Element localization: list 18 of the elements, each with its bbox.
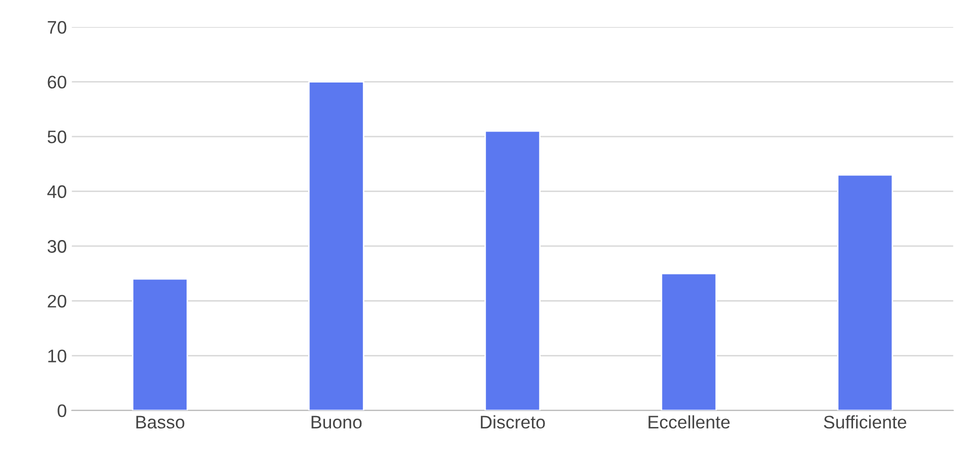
y-tick-label: 70 xyxy=(48,20,66,34)
x-tick-label: Discreto xyxy=(480,415,545,429)
bar xyxy=(837,174,894,410)
y-tick-label: 10 xyxy=(48,350,66,362)
x-tick-label: Buono xyxy=(312,416,362,429)
bar xyxy=(484,130,541,410)
bar xyxy=(660,272,717,410)
y-tick-label: 20 xyxy=(48,294,66,308)
y-tick-label: 40 xyxy=(47,185,66,198)
y-tick-label: 50 xyxy=(48,130,66,144)
x-tick-label: Eccellente xyxy=(648,415,730,429)
y-tick-label: 30 xyxy=(48,240,66,253)
y-tick-label: 60 xyxy=(48,76,66,89)
x-tick-label: Basso xyxy=(136,416,184,429)
y-tick-label: 0 xyxy=(58,404,66,418)
bar xyxy=(132,278,188,410)
x-tick-label: Sufficiente xyxy=(824,415,906,429)
bar xyxy=(308,81,364,410)
